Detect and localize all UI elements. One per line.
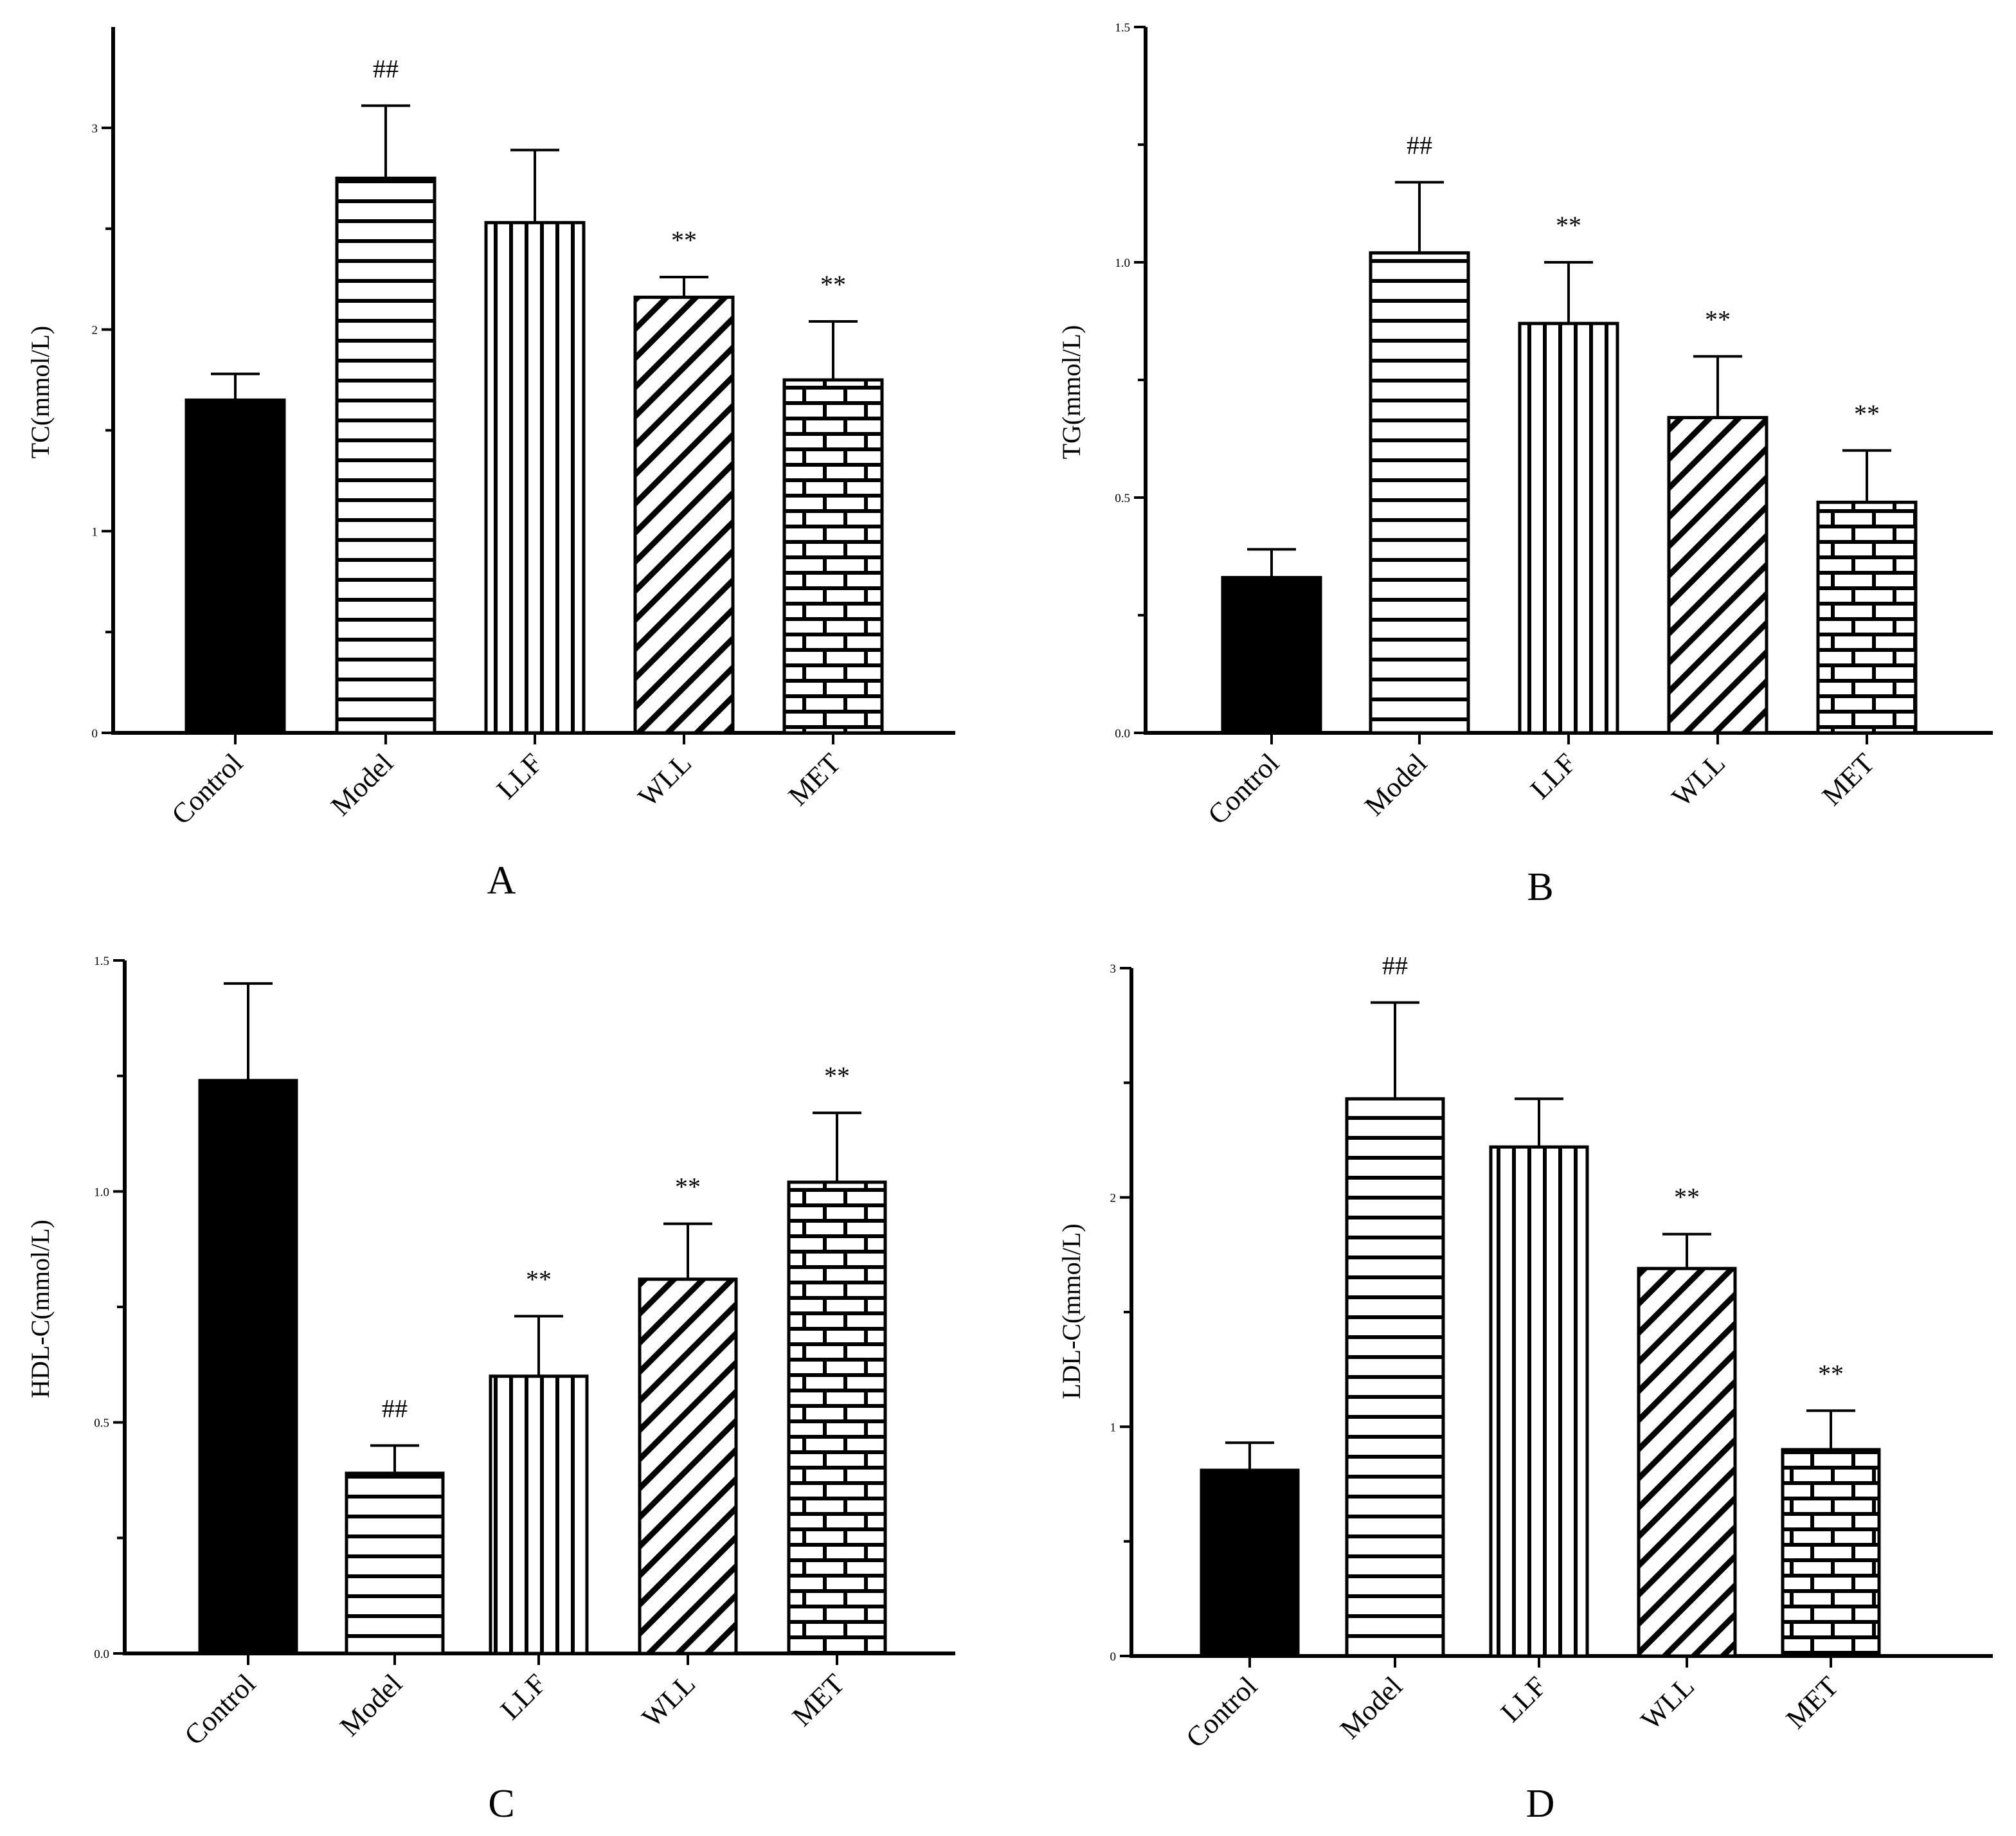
x-category-label: MET [1816,747,1880,811]
significance-mark: ** [1556,211,1581,240]
x-category-label: Model [325,747,399,822]
y-tick-label: 1.5 [1115,21,1130,35]
significance-marks: ## ** ** [1382,951,1844,1389]
bar-model [335,176,437,735]
x-category-label: Model [1358,747,1433,822]
x-category-label: LLF [1524,747,1582,805]
y-tick-label: 0.5 [94,1417,109,1430]
x-category-label: MET [786,1668,851,1732]
bar-llf [1489,1145,1589,1658]
panel-letter: C [488,1782,514,1826]
y-tick-label: 1.0 [94,1185,109,1199]
y-tick-label: 1 [92,525,98,539]
panel-letter: D [1526,1782,1555,1826]
x-category-label: Model [334,1668,408,1742]
x-category-label: Control [178,1668,262,1751]
y-axis-label: TC(mmol/L) [26,326,55,459]
significance-mark: ## [1382,951,1408,980]
bar-wll [1667,416,1769,735]
bar-llf [489,1374,589,1655]
significance-mark: ** [1705,305,1731,334]
y-axis-label: TG(mmol/L) [1057,325,1086,460]
y-tick-label: 3 [1110,962,1117,976]
x-category-label: Control [1180,1670,1263,1754]
y-tick-label: 0.5 [1115,492,1130,505]
bar-model [345,1472,445,1655]
x-category-label: LLF [494,1668,552,1725]
panel-a: TC(mmol/L) 0 1 2 3 Control Model LLF WLL… [26,27,955,903]
bar-control [1221,575,1322,735]
x-category-label: Model [1334,1670,1408,1745]
y-tick-label: 1.0 [1115,256,1130,270]
y-tick-label: 1 [1110,1421,1117,1434]
significance-mark: ** [820,270,846,299]
x-category-label: Control [165,747,249,831]
y-axis-label: LDL-C(mmol/L) [1057,1223,1086,1399]
y-ticks: 0 1 2 3 [92,122,98,741]
x-categories: Control Model LLF WLL MET [165,747,847,831]
x-category-label: Control [1202,747,1285,831]
bar-wll [638,1277,738,1655]
x-category-label: MET [782,747,847,811]
x-categories: Control Model LLF WLL MET [1180,1670,1844,1754]
y-axis-label: HDL-C(mmol/L) [26,1220,55,1398]
bar-llf [1518,321,1619,735]
y-ticks: 0.0 0.5 1.0 1.5 [94,955,109,1661]
x-categories: Control Model LLF WLL MET [1202,747,1880,831]
bar-control [184,398,286,735]
y-tick-label: 2 [92,324,98,338]
panel-d: LDL-C(mmol/L) 0 1 2 3 Control Model LLF … [1057,951,1993,1826]
significance-mark: ** [1818,1359,1844,1388]
x-category-label: LLF [1495,1670,1553,1728]
y-tick-label: 3 [92,122,98,136]
x-category-label: WLL [1635,1670,1700,1736]
x-category-label: WLL [1666,747,1731,813]
bar-wll [1637,1266,1737,1658]
bar-met [1781,1448,1881,1658]
x-category-label: LLF [491,747,548,805]
significance-mark: ** [671,226,697,255]
significance-marks: ## ** ** ** [382,1061,850,1423]
significance-mark: ** [526,1264,552,1293]
significance-mark: ** [1854,399,1880,428]
significance-mark: ## [1407,131,1432,160]
significance-mark: ** [824,1061,850,1090]
bar-model [1369,251,1470,735]
x-category-label: MET [1780,1670,1844,1734]
bar-met [787,1180,887,1655]
y-ticks: 0 1 2 3 [1110,962,1117,1664]
y-tick-label: 0 [92,727,98,741]
significance-mark: ## [382,1394,408,1423]
panel-c: HDL-C(mmol/L) 0.0 0.5 1.0 1.5 Control Mo… [26,955,955,1826]
bar-model [1345,1097,1445,1658]
significance-marks: ## ** ** ** [1407,131,1880,428]
panel-b: TG(mmol/L) 0.0 0.5 1.0 1.5 Control Model… [1057,21,1993,909]
bar-control [1200,1468,1300,1658]
significance-mark: ** [1674,1183,1700,1212]
bar-met [782,378,884,735]
significance-marks: ## ** ** [373,54,846,299]
bar-met [1816,500,1918,735]
bar-wll [633,295,735,735]
x-categories: Control Model LLF WLL MET [178,1668,851,1751]
panel-letter: B [1527,865,1553,909]
bar-llf [484,221,586,735]
significance-mark: ## [373,54,399,83]
x-category-label: WLL [632,747,698,813]
y-tick-label: 2 [1110,1192,1117,1205]
y-tick-label: 1.5 [94,955,109,968]
y-ticks: 0.0 0.5 1.0 1.5 [1115,21,1130,741]
significance-mark: ** [675,1173,701,1202]
bar-control [198,1079,298,1655]
y-tick-label: 0 [1110,1650,1117,1664]
x-category-label: WLL [636,1668,701,1733]
y-tick-label: 0.0 [1115,727,1130,741]
y-tick-label: 0.0 [94,1648,109,1661]
panel-letter: A [487,859,516,903]
